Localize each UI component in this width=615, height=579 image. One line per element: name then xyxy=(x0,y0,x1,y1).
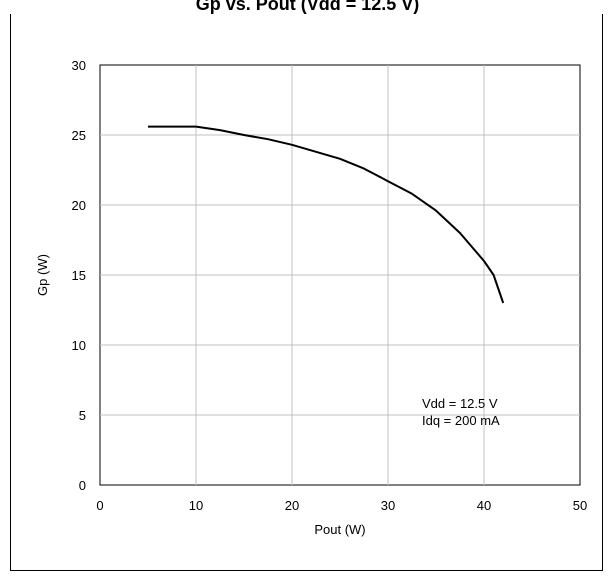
x-tick-label-4: 40 xyxy=(477,498,491,513)
y-tick-label-0: 0 xyxy=(79,478,86,493)
x-tick-label-3: 30 xyxy=(381,498,395,513)
y-tick-label-6: 30 xyxy=(72,58,86,73)
y-tick-label-3: 15 xyxy=(72,268,86,283)
annotation-idq: Idq = 200 mA xyxy=(422,413,500,428)
y-tick-label-5: 25 xyxy=(72,128,86,143)
grid xyxy=(100,65,580,485)
y-tick-label-4: 20 xyxy=(72,198,86,213)
y-axis-title: Gp (W) xyxy=(35,254,50,296)
y-tick-label-2: 10 xyxy=(72,338,86,353)
x-tick-label-5: 50 xyxy=(573,498,587,513)
x-tick-label-1: 10 xyxy=(189,498,203,513)
chart-title: Gp vs. Pout (Vdd = 12.5 V) xyxy=(195,0,420,14)
y-tick-label-1: 5 xyxy=(79,408,86,423)
annotation-vdd: Vdd = 12.5 V xyxy=(422,396,498,411)
x-axis-title: Pout (W) xyxy=(314,522,365,537)
x-tick-label-2: 20 xyxy=(285,498,299,513)
series-layer xyxy=(148,125,505,304)
x-tick-label-0: 0 xyxy=(96,498,103,513)
y-ticks: 0 5 10 15 20 25 30 xyxy=(72,58,86,493)
chart-border xyxy=(10,14,603,571)
series-line-0 xyxy=(148,125,505,304)
x-ticks: 0 10 20 30 40 50 xyxy=(96,498,587,513)
